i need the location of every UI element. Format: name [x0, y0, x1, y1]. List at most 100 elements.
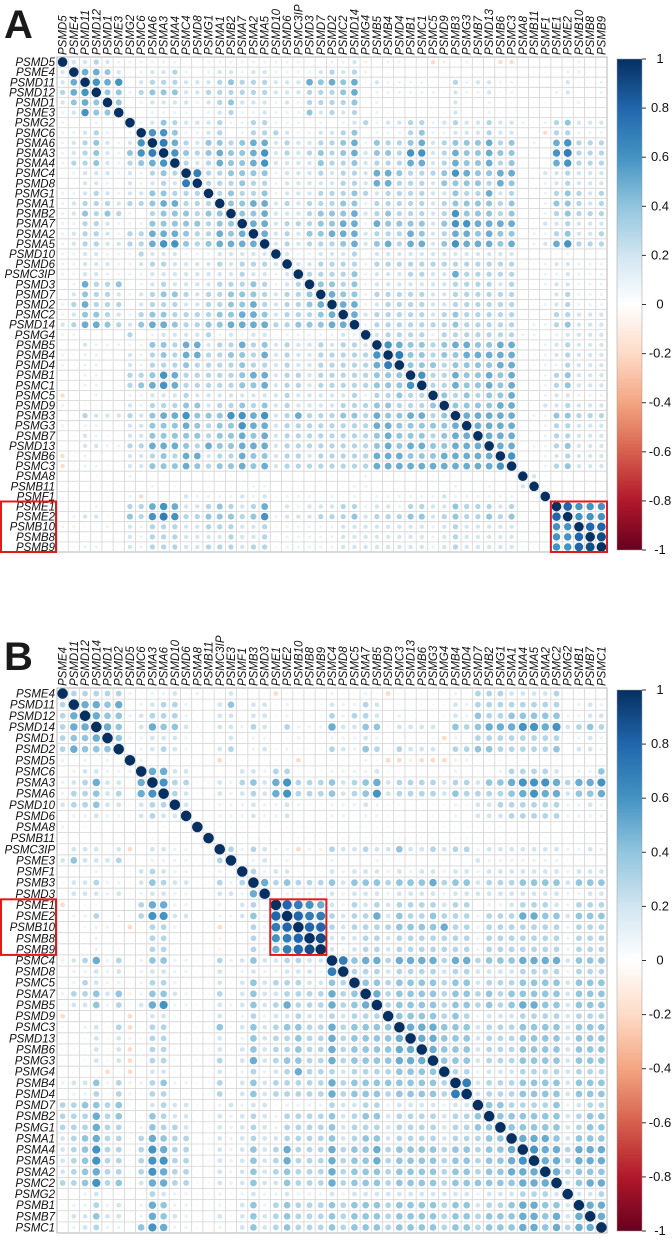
correlation-circle-PSMB6-PSMC6: [140, 1048, 143, 1051]
correlation-circle-PSMB11-PSMD7: [476, 836, 480, 840]
correlation-circle-PSME4-PSMA3: [161, 70, 166, 75]
correlation-circle-PSME1-PSME1: [270, 899, 282, 911]
correlation-circle-PSMG3-PSMB2: [227, 422, 235, 429]
correlation-circle-PSMD10-PSMD12: [82, 801, 88, 808]
correlation-circle-PSMA1-PSMA8: [196, 1137, 199, 1140]
correlation-circle-PSMC3IP-PSMC3IP: [214, 843, 226, 855]
correlation-circle-PSMA1-PSMA3: [160, 200, 168, 207]
correlation-circle-PSMC2-PSMC6: [138, 1180, 144, 1186]
correlation-circle-PSME1-PSMD9: [442, 504, 447, 509]
correlation-circle-PSMC1-PSMD10: [273, 383, 279, 388]
correlation-circle-PSMF1-PSMD2: [330, 494, 334, 498]
correlation-circle-PSMC3-PSMC2: [553, 1023, 560, 1031]
correlation-circle-PSMD12-PSMD13: [486, 90, 492, 95]
correlation-circle-PSMC6-PSMA5: [262, 130, 268, 136]
correlation-circle-PSMD7-PSMG4: [364, 292, 368, 296]
correlation-circle-PSMA7-PSMD3: [262, 991, 268, 997]
correlation-circle-PSMG2-PSME4: [72, 121, 75, 124]
correlation-circle-PSMC5-PSMA6: [160, 979, 167, 986]
correlation-circle-PSMD2-PSMD9: [386, 747, 390, 751]
correlation-circle-PSME3-PSMB10: [297, 859, 300, 862]
correlation-circle-PSMC5-PSMD12: [94, 393, 98, 397]
correlation-circle-PSMB6-PSMC4: [182, 452, 190, 460]
correlation-circle-PSMA7-PSMC1: [598, 990, 605, 998]
correlation-circle-PSMD11-PSMC6: [139, 703, 143, 707]
correlation-circle-PSMC3-PSMC3IP: [295, 463, 301, 469]
correlation-circle-PSMB9-PSMA4: [519, 946, 526, 953]
correlation-circle-PSMD12-PSMD4: [397, 90, 401, 94]
correlation-circle-PSMB5-PSME2: [283, 1001, 291, 1009]
correlation-circle-PSMB4-PSME4: [60, 1081, 65, 1085]
correlation-circle-PSMD10-PSMA7: [363, 802, 369, 808]
correlation-circle-PSMB11-PSMD14: [352, 484, 356, 488]
correlation-circle-PSMC4-PSMB3: [250, 957, 257, 964]
row-label: PSMD13: [9, 441, 56, 453]
correlation-circle-PSMB5-PSMB3: [452, 341, 459, 349]
correlation-circle-PSMD2-PSMD6: [184, 747, 188, 751]
correlation-circle-PSMG1-PSMG1: [203, 188, 214, 199]
correlation-circle-PSMA6-PSMA4: [171, 139, 179, 147]
correlation-circle-PSMB1-PSME1: [553, 372, 560, 378]
correlation-circle-PSMB1-PSMD13: [485, 371, 493, 379]
correlation-circle-PSMF1-PSME4: [72, 495, 75, 498]
correlation-circle-PSMD10-PSMG3: [431, 803, 435, 806]
correlation-circle-PSMG4-PSMB2: [228, 332, 234, 337]
correlation-circle-PSMD9-PSMB6: [418, 1012, 426, 1020]
correlation-circle-PSMD1-PSMG4: [441, 735, 447, 741]
correlation-circle-PSMD14-PSMC3IP: [295, 321, 302, 328]
correlation-circle-PSMA2-PSMD5: [128, 1170, 132, 1174]
correlation-circle-PSMD13-PSMF1: [543, 444, 547, 448]
correlation-circle-PSMD8-PSME1: [274, 969, 278, 974]
correlation-circle-PSMB7-PSMB8: [588, 433, 593, 438]
correlation-circle-PSMF1-PSMA3: [162, 495, 165, 498]
correlation-circle-PSMB6-PSMF1: [239, 1047, 245, 1052]
correlation-circle-PSMB11-PSMC3IP: [218, 836, 221, 840]
correlation-circle-PSMC4-PSME3: [117, 171, 121, 175]
correlation-circle-PSMD7-PSMC4: [329, 1102, 335, 1108]
correlation-circle-PSME1-PSMG2: [566, 903, 570, 907]
correlation-circle-PSME3-PSMD6: [184, 858, 188, 863]
correlation-circle-PSMD7-PSMD5: [128, 1103, 132, 1107]
correlation-circle-PSMC1-PSMG4: [363, 382, 369, 388]
correlation-circle-PSMD1-PSMA1: [508, 735, 515, 741]
correlation-circle-PSMB8-PSMD14: [94, 936, 98, 940]
correlation-circle-PSMB1-PSMC3IP: [295, 372, 301, 378]
correlation-circle-PSME3-PSMC3: [398, 859, 401, 862]
correlation-circle-PSMB2-PSMA5: [530, 1112, 538, 1120]
correlation-circle-PSMD10-PSMB4: [385, 251, 391, 257]
correlation-circle-PSMD6-PSMF1: [543, 262, 547, 266]
correlation-circle-PSMD3-PSMG1: [206, 282, 211, 287]
correlation-circle-PSMC4-PSMD8: [193, 169, 202, 178]
correlation-circle-PSMD6-PSMB3: [251, 813, 256, 819]
correlation-circle-PSMD13-PSMD14: [351, 443, 358, 449]
correlation-circle-PSMC5-PSMG1: [206, 393, 211, 398]
correlation-circle-PSMA3-PSMB5: [373, 149, 380, 156]
correlation-circle-PSMC6-PSMB1: [577, 769, 581, 774]
correlation-circle-PSMB6-PSMG2: [565, 1047, 571, 1052]
correlation-circle-PSMB6-PSMD8: [340, 1046, 347, 1053]
correlation-circle-PSMB10-PSMA1: [217, 524, 223, 530]
correlation-circle-PSMD2-PSMC4: [329, 746, 335, 753]
correlation-circle-PSMD2-PSMC3IP: [295, 301, 301, 308]
correlation-circle-PSMC6-PSMA2: [542, 768, 549, 775]
correlation-circle-PSMC3-PSMD5: [60, 463, 65, 469]
correlation-circle-PSMD7-PSMA4: [519, 1102, 526, 1108]
correlation-circle-PSMB3-PSMD8: [194, 412, 201, 419]
correlation-circle-PSME4-PSMB4: [453, 691, 458, 696]
correlation-circle-PSMG1-PSMG4: [441, 1124, 447, 1130]
correlation-circle-PSMD13-PSMC3: [395, 1034, 404, 1043]
correlation-circle-PSMD14-PSMB9: [599, 322, 604, 327]
correlation-circle-PSMA5-PSMC2: [340, 240, 347, 247]
correlation-circle-PSMD11-PSMG4: [443, 703, 446, 706]
correlation-circle-PSMG2-PSMB2: [486, 1191, 492, 1197]
correlation-circle-PSMD1-PSMC3IP: [296, 100, 300, 104]
correlation-circle-PSMA1-PSMB6: [418, 1135, 425, 1142]
correlation-circle-PSMB10-PSMG4: [440, 923, 448, 931]
correlation-circle-PSMD8-PSMB7: [474, 180, 481, 187]
correlation-circle-PSME2-PSMD4: [396, 514, 402, 520]
correlation-circle-PSMF1-PSMG4: [442, 869, 446, 874]
correlation-circle-PSMA5-PSMD6: [183, 1157, 189, 1164]
correlation-circle-PSMC4-PSMD12: [82, 957, 88, 964]
correlation-circle-PSMD7-PSMD9: [442, 292, 447, 297]
correlation-circle-PSMD4-PSMD6: [284, 362, 290, 368]
